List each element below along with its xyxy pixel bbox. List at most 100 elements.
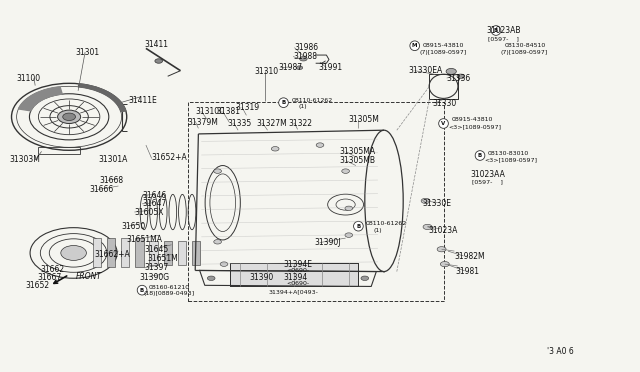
- Text: 31411E: 31411E: [128, 96, 157, 105]
- Circle shape: [300, 276, 307, 280]
- Text: 31652+A: 31652+A: [152, 153, 188, 162]
- Text: 31330E: 31330E: [422, 199, 451, 208]
- Text: 31390: 31390: [250, 273, 274, 282]
- Bar: [93, 238, 101, 267]
- Text: 31988: 31988: [293, 52, 317, 61]
- Text: 31394E: 31394E: [284, 260, 312, 269]
- Bar: [429, 74, 458, 99]
- Text: 31390J: 31390J: [315, 238, 341, 247]
- Text: M: M: [412, 43, 417, 48]
- Text: (7)[1089-0597]: (7)[1089-0597]: [500, 50, 548, 55]
- Text: 31330EA: 31330EA: [408, 66, 443, 75]
- Circle shape: [271, 147, 279, 151]
- Text: 31303M: 31303M: [10, 155, 40, 164]
- Ellipse shape: [137, 285, 147, 295]
- Text: 31646: 31646: [142, 191, 166, 200]
- Text: B: B: [140, 288, 144, 293]
- Text: 31651MA: 31651MA: [127, 235, 163, 244]
- Text: 31986: 31986: [294, 43, 319, 52]
- Circle shape: [361, 276, 369, 280]
- Ellipse shape: [410, 41, 420, 51]
- Text: 31305M: 31305M: [349, 115, 380, 124]
- Text: (7)[1089-0597]: (7)[1089-0597]: [419, 50, 467, 55]
- Text: 31319: 31319: [236, 103, 260, 112]
- Circle shape: [446, 68, 456, 74]
- Text: 31662+A: 31662+A: [95, 250, 131, 259]
- Text: 31023A: 31023A: [429, 226, 458, 235]
- Circle shape: [214, 240, 221, 244]
- Text: FRONT: FRONT: [76, 272, 102, 281]
- Text: 31647: 31647: [142, 199, 166, 208]
- Text: 31310: 31310: [255, 67, 279, 76]
- Text: 31379M: 31379M: [188, 118, 218, 126]
- Text: 31301A: 31301A: [98, 155, 127, 164]
- Text: 31305MB: 31305MB: [340, 156, 376, 165]
- Text: 31666: 31666: [90, 185, 114, 194]
- Text: 08110-61262: 08110-61262: [366, 221, 407, 227]
- Text: 31394: 31394: [284, 273, 308, 282]
- Text: 31411: 31411: [144, 40, 168, 49]
- Text: <3>[1089-0597]: <3>[1089-0597]: [484, 157, 538, 163]
- Bar: [192, 241, 200, 265]
- Circle shape: [437, 247, 446, 252]
- Circle shape: [61, 246, 86, 260]
- Text: 31397: 31397: [144, 263, 168, 272]
- Polygon shape: [78, 84, 126, 112]
- Text: <0690-: <0690-: [287, 281, 310, 286]
- Text: 31335: 31335: [227, 119, 252, 128]
- Text: 31100: 31100: [16, 74, 40, 83]
- Circle shape: [300, 57, 307, 61]
- Text: 31987: 31987: [278, 63, 303, 72]
- Text: 31605X: 31605X: [134, 208, 164, 217]
- Bar: [150, 241, 158, 265]
- Circle shape: [421, 198, 430, 203]
- Text: B: B: [282, 100, 285, 105]
- Ellipse shape: [438, 119, 449, 128]
- Text: <0690-: <0690-: [287, 268, 310, 273]
- Bar: [164, 241, 172, 265]
- Bar: [38, 147, 80, 154]
- Text: 08915-43810: 08915-43810: [422, 43, 464, 48]
- Bar: [230, 263, 358, 286]
- Circle shape: [238, 276, 246, 280]
- Ellipse shape: [353, 221, 364, 231]
- Polygon shape: [19, 87, 62, 111]
- Bar: [135, 238, 143, 267]
- Text: 08110-61262: 08110-61262: [291, 98, 332, 103]
- Circle shape: [342, 169, 349, 173]
- Text: 08130-84510: 08130-84510: [504, 43, 545, 48]
- Text: [0597-    ]: [0597- ]: [488, 36, 518, 41]
- Text: 31662: 31662: [40, 265, 65, 274]
- Circle shape: [58, 110, 81, 124]
- Text: 31336: 31336: [447, 74, 471, 83]
- Circle shape: [220, 262, 228, 266]
- Bar: [188, 102, 444, 301]
- Circle shape: [330, 276, 338, 280]
- Ellipse shape: [475, 151, 485, 160]
- Circle shape: [345, 233, 353, 237]
- Text: 31023AA: 31023AA: [470, 170, 505, 179]
- Text: 31327M: 31327M: [256, 119, 287, 128]
- Text: 31651M: 31651M: [147, 254, 178, 263]
- Text: 31330: 31330: [433, 99, 457, 108]
- Text: 31645: 31645: [144, 246, 168, 254]
- Text: 31381: 31381: [216, 107, 241, 116]
- Text: B: B: [494, 28, 498, 33]
- Text: 31023AB: 31023AB: [486, 26, 521, 35]
- Text: 31981: 31981: [456, 267, 480, 276]
- Text: 31652: 31652: [26, 281, 50, 290]
- Text: 31394+A[0493-: 31394+A[0493-: [269, 289, 319, 295]
- Text: 08915-43810: 08915-43810: [452, 117, 493, 122]
- Text: 31310C: 31310C: [195, 107, 225, 116]
- Circle shape: [423, 224, 432, 230]
- Text: 31305MA: 31305MA: [340, 147, 376, 156]
- Circle shape: [214, 169, 221, 173]
- Circle shape: [296, 66, 303, 70]
- Text: <3>[1089-0597]: <3>[1089-0597]: [448, 124, 501, 129]
- Text: (18)[0889-0493]: (18)[0889-0493]: [144, 291, 195, 296]
- Text: (1): (1): [374, 228, 382, 233]
- Circle shape: [457, 74, 465, 78]
- Circle shape: [440, 262, 449, 267]
- Circle shape: [345, 206, 353, 211]
- Bar: [230, 263, 358, 286]
